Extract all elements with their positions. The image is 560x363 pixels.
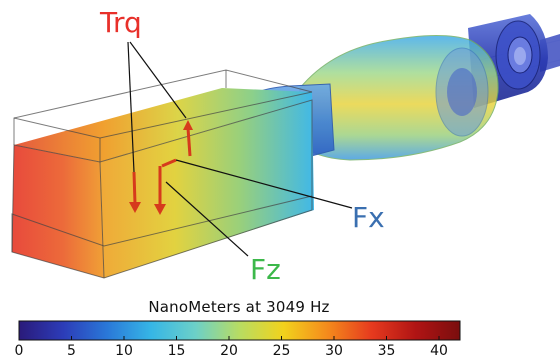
colorbar-tick-label: 25 [272,343,291,359]
colorbar-tick-label: 5 [67,343,76,359]
sensor-block [11,69,314,279]
colorbar-tick-label: 35 [377,343,396,359]
colorbar-tick-label: 10 [115,343,133,359]
colorbar-tick-label: 30 [325,343,343,359]
label-fz: Fz [250,253,281,286]
colorbar-tick-label: 0 [14,343,24,359]
colorbar-tick-label: 15 [167,343,186,359]
force-arrows [129,120,193,215]
colorbar [18,320,461,341]
colorbar-tick-labels: 0 5 10 15 20 25 30 35 40 [0,343,560,363]
colorbar-tickmarks [18,336,440,340]
colorbar-tick-label: 20 [220,343,238,359]
label-fx: Fx [352,201,385,234]
label-trq: Trq [99,6,142,39]
colorbar-tick-label: 40 [430,343,448,359]
colorbar-title: NanoMeters at 3049 Hz [148,298,330,316]
leader-lines [127,41,353,257]
